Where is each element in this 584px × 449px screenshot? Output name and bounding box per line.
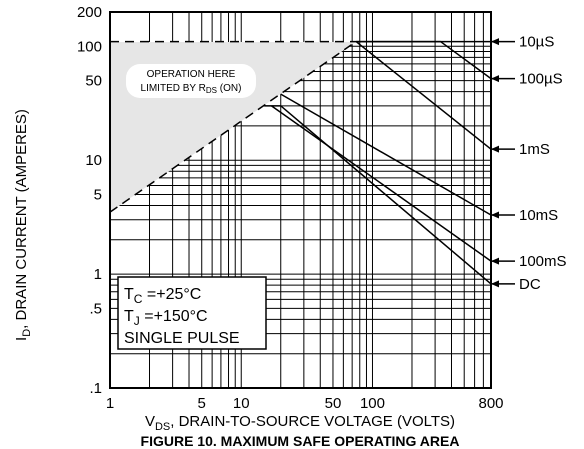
series-line <box>264 105 492 285</box>
series-label: DC <box>519 276 541 293</box>
series-label: 10µS <box>519 34 554 51</box>
series-labels: 10µS 100µS 1mS 10mS 100mS DC <box>491 34 567 293</box>
conditions-box-frame <box>117 276 267 350</box>
rds-annotation-sub: DS <box>206 86 217 95</box>
chart-series-lines <box>109 40 492 285</box>
single-pulse-label: SINGLE PULSE <box>124 330 240 347</box>
series-line <box>356 40 492 80</box>
arrowhead <box>491 280 499 288</box>
y-tick-label: 1 <box>94 266 102 283</box>
y-tick-label: 100 <box>77 38 102 55</box>
series-line <box>280 93 492 216</box>
conditions-box: TC =+25°C TJ =+150°C SINGLE PULSE <box>117 276 267 350</box>
plot-frame <box>109 11 492 389</box>
arrowhead <box>491 145 499 153</box>
series-label: 10mS <box>519 207 558 224</box>
x-tick-label: 50 <box>325 395 342 412</box>
y-tick-label: 5 <box>94 186 102 203</box>
series-label: 1mS <box>519 141 550 158</box>
rds-annotation-pre: LIMITED BY R <box>141 83 206 94</box>
x-tick-label: 800 <box>478 395 503 412</box>
rds-annotation-post: (ON) <box>217 83 241 94</box>
figure-caption: FIGURE 10. MAXIMUM SAFE OPERATING AREA <box>141 433 460 449</box>
rds-annotation-bubble <box>126 64 256 98</box>
rds-annotation: OPERATION HERE LIMITED BY RDS (ON) <box>126 64 256 98</box>
x-axis-label: VDS, DRAIN-TO-SOURCE VOLTAGE (VOLTS) <box>145 413 455 433</box>
rds-limit-line <box>109 40 357 213</box>
x-tick-label: 5 <box>198 395 206 412</box>
arrowhead <box>491 257 499 265</box>
y-axis-label: ID, DRAIN CURRENT (AMPERES) <box>13 109 33 341</box>
series-line <box>271 105 492 262</box>
y-tick-label: 50 <box>85 73 102 90</box>
series-line <box>355 40 492 150</box>
rds-annotation-line1: OPERATION HERE <box>147 69 236 80</box>
axis-tick-labels: 1 5 10 50 100 800 .1 .5 1 5 10 50 100 200 <box>77 4 504 412</box>
series-label: 100mS <box>519 253 567 270</box>
rds-annotation-line2: LIMITED BY RDS (ON) <box>141 83 242 95</box>
tj-label: TJ =+150°C <box>124 308 208 328</box>
y-tick-label: .1 <box>89 380 102 397</box>
y-tick-label: .5 <box>89 300 102 317</box>
y-tick-label: 10 <box>85 152 102 169</box>
arrowhead <box>491 211 499 219</box>
arrowhead <box>491 38 499 46</box>
y-tick-label: 200 <box>77 4 102 21</box>
x-tick-label: 1 <box>106 395 114 412</box>
series-label: 100µS <box>519 71 563 88</box>
x-tick-label: 100 <box>360 395 385 412</box>
tc-label: TC =+25°C <box>124 286 201 306</box>
x-tick-label: 10 <box>233 395 250 412</box>
arrowhead <box>491 75 499 83</box>
